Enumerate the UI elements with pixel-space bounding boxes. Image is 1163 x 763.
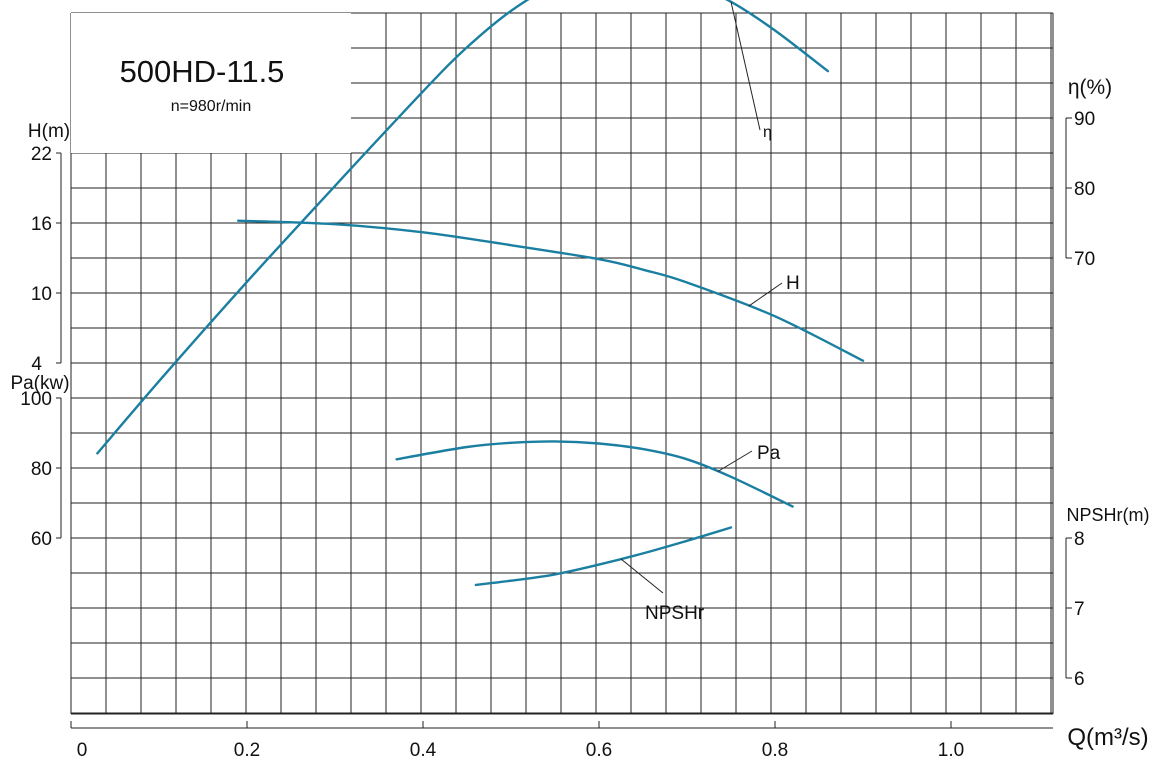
axis-labels: 0 0.2 0.4 0.6 0.8 1.0 22 16 10 4 100 80 60 90 80 70 8 7 6 η… xyxy=(20,1,1095,761)
efficiency-tick-label: 80 xyxy=(1074,179,1095,200)
head-tick-label: 10 xyxy=(31,284,52,305)
efficiency-tick-label: 90 xyxy=(1074,109,1095,130)
npshr-tick-label: 8 xyxy=(1074,529,1085,550)
series-leader-line xyxy=(748,282,783,307)
series-leader-line xyxy=(620,558,664,594)
series-line-head xyxy=(237,219,865,362)
plot-curves xyxy=(96,0,865,587)
power-tick-label: 80 xyxy=(31,459,52,480)
series-leader-line xyxy=(730,1,761,131)
npshr-axis-title: NPSHr(m) xyxy=(1067,505,1150,525)
npshr-tick-label: 6 xyxy=(1074,669,1085,690)
chart-grid xyxy=(70,12,1054,715)
x-axis-title: Q(m³/s) xyxy=(1067,724,1148,751)
chart-title: 500HD-11.5 xyxy=(120,54,285,89)
head-axis-title: H(m) xyxy=(28,121,70,142)
series-line-power xyxy=(395,440,794,508)
title-box xyxy=(71,13,351,153)
efficiency-axis-title: η(%) xyxy=(1068,76,1112,99)
x-tick-label: 0.6 xyxy=(586,740,612,761)
x-tick-label: 1.0 xyxy=(938,740,964,761)
power-tick-label: 100 xyxy=(20,389,52,410)
series-label: H xyxy=(786,273,800,294)
npshr-tick-label: 7 xyxy=(1074,599,1085,620)
series-label: η xyxy=(763,124,772,141)
power-tick-label: 60 xyxy=(31,529,52,550)
power-axis-title: Pa(kw) xyxy=(10,373,69,394)
efficiency-tick-label: 70 xyxy=(1074,249,1095,270)
head-tick-label: 16 xyxy=(31,214,52,235)
x-tick-label: 0.2 xyxy=(234,740,260,761)
x-tick-label: 0.4 xyxy=(410,740,437,761)
x-tick-label: 0 xyxy=(77,740,88,761)
series-label: NPSHr xyxy=(645,603,705,624)
series-leader-line xyxy=(717,450,753,472)
series-label: Pa xyxy=(757,443,781,464)
x-tick-label: 0.8 xyxy=(762,740,788,761)
head-tick-label: 4 xyxy=(31,354,42,375)
series-line-efficiency xyxy=(96,0,829,455)
chart-subtitle: n=980r/min xyxy=(171,98,252,115)
series-line-npshr xyxy=(474,526,733,587)
head-tick-label: 22 xyxy=(31,144,52,165)
